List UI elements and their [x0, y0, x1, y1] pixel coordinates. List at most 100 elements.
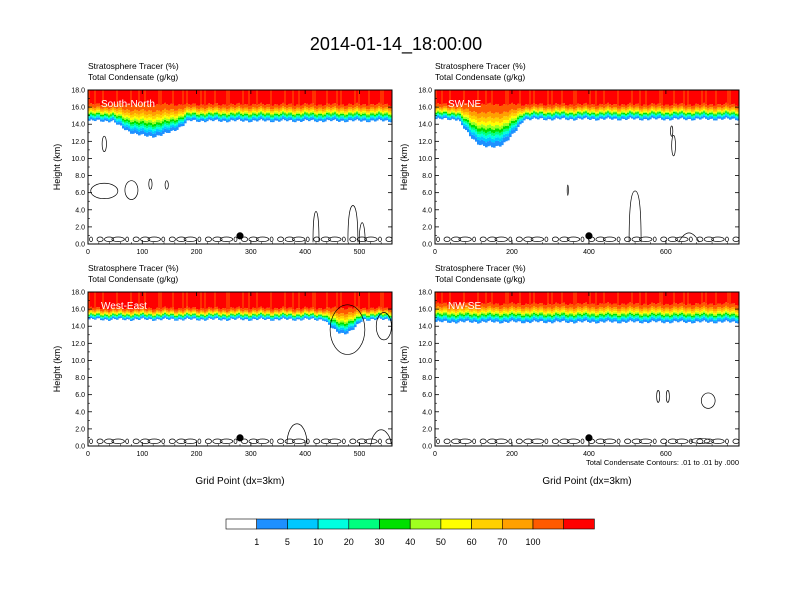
figure-title: 2014-01-14_18:00:00 [310, 34, 482, 55]
x-tick-label: 300 [245, 451, 257, 458]
colorbar-swatch [532, 518, 565, 530]
colorbar-swatch [501, 518, 534, 530]
low-cloud-contour [161, 236, 166, 242]
x-tick-label: 500 [354, 451, 366, 458]
low-cloud-contour [472, 236, 477, 242]
location-marker [236, 434, 244, 442]
low-cloud-contour [356, 236, 367, 242]
low-cloud-contour [732, 438, 739, 444]
low-cloud-contour [132, 438, 140, 444]
y-tick-label: 12.0 [418, 139, 432, 146]
tracer-field [435, 90, 739, 148]
x-tick-label: 200 [506, 249, 518, 256]
low-cloud-contour [96, 236, 104, 242]
contour-footnote: Total Condensate Contours: .01 to .01 by… [586, 458, 739, 467]
y-tick-label: 10.0 [418, 156, 432, 163]
location-marker [585, 434, 593, 442]
low-cloud-contour [284, 236, 295, 242]
low-cloud-contour [125, 236, 130, 242]
low-cloud-contour [378, 438, 382, 444]
panel-title-line2: Total Condensate (g/kg) [88, 274, 178, 284]
low-cloud-contour [660, 438, 668, 444]
low-cloud-contour [652, 438, 657, 444]
y-tick-label: 4.0 [75, 207, 85, 214]
low-cloud-contour [530, 236, 545, 242]
x-tick-label: 100 [136, 249, 148, 256]
low-cloud-contour [292, 438, 306, 444]
low-cloud-contour [451, 438, 462, 444]
low-cloud-contour [89, 438, 93, 444]
y-tick-label: 2.0 [422, 426, 432, 433]
low-cloud-contour [631, 438, 642, 444]
y-tick-label: 0.0 [75, 444, 85, 451]
cross-section-label: NW-SE [448, 301, 481, 312]
x-tick-label: 600 [660, 249, 672, 256]
low-cloud-contour [494, 438, 508, 444]
y-tick-label: 4.0 [422, 207, 432, 214]
y-tick-label: 2.0 [75, 224, 85, 231]
low-cloud-contour [443, 236, 451, 242]
low-cloud-contour [305, 236, 310, 242]
low-cloud-contour [125, 438, 130, 444]
low-cloud-contour [494, 236, 508, 242]
x-tick-label: 200 [506, 451, 518, 458]
low-cloud-contour [248, 438, 259, 444]
low-cloud-contour [132, 236, 140, 242]
tracer-field [88, 90, 392, 138]
low-cloud-contour [544, 438, 549, 444]
x-tick-label: 0 [86, 451, 90, 458]
low-cloud-contour [147, 438, 161, 444]
low-cloud-contour [688, 438, 693, 444]
condensate-contour [101, 135, 107, 152]
colorbar-swatch [225, 518, 258, 530]
low-cloud-contour [508, 236, 513, 242]
low-cloud-contour [451, 236, 462, 242]
condensate-contour [700, 392, 716, 409]
low-cloud-contour [212, 438, 223, 444]
x-tick-label: 400 [299, 451, 311, 458]
y-tick-label: 12.0 [71, 139, 85, 146]
condensate-contour [566, 184, 569, 196]
low-cloud-contour [639, 438, 653, 444]
colorbar-swatch [287, 518, 319, 530]
low-cloud-contour [378, 236, 382, 242]
low-cloud-contour [241, 438, 248, 444]
low-cloud-contour [688, 236, 693, 242]
low-cloud-contour [197, 438, 202, 444]
y-tick-label: 16.0 [71, 307, 85, 314]
y-tick-label: 0.0 [422, 444, 432, 451]
low-cloud-contour [732, 236, 739, 242]
condensate-contour [656, 390, 661, 403]
low-cloud-contour [320, 236, 331, 242]
low-cloud-contour [313, 236, 321, 242]
low-cloud-contour [508, 438, 513, 444]
contour-lines [436, 125, 739, 243]
x-tick-label: 200 [191, 249, 203, 256]
x-tick-label: 300 [245, 249, 257, 256]
low-cloud-contour [711, 438, 725, 444]
y-tick-label: 8.0 [75, 375, 85, 382]
low-cloud-contour [305, 438, 310, 444]
low-cloud-contour [479, 438, 487, 444]
y-tick-label: 18.0 [418, 290, 432, 297]
low-cloud-contour [349, 236, 357, 242]
panel-title-line1: Stratosphere Tracer (%) [88, 61, 179, 71]
colorbar-label: 50 [436, 537, 446, 547]
low-cloud-contour [472, 438, 477, 444]
low-cloud-contour [341, 236, 346, 242]
low-cloud-contour [479, 236, 487, 242]
low-cloud-contour [219, 438, 234, 444]
x-tick-label: 500 [354, 249, 366, 256]
colorbar-swatch [471, 518, 503, 530]
convective-tower-contour [286, 423, 308, 445]
condensate-contour [164, 180, 169, 190]
y-tick-label: 12.0 [71, 341, 85, 348]
low-cloud-contour [559, 438, 570, 444]
colorbar-swatch [409, 518, 442, 530]
convective-tower-contour [370, 429, 392, 445]
y-tick-label: 10.0 [418, 358, 432, 365]
low-cloud-contour [248, 236, 259, 242]
colorbar-label: 1 [254, 537, 259, 547]
condensate-contour [329, 304, 366, 355]
